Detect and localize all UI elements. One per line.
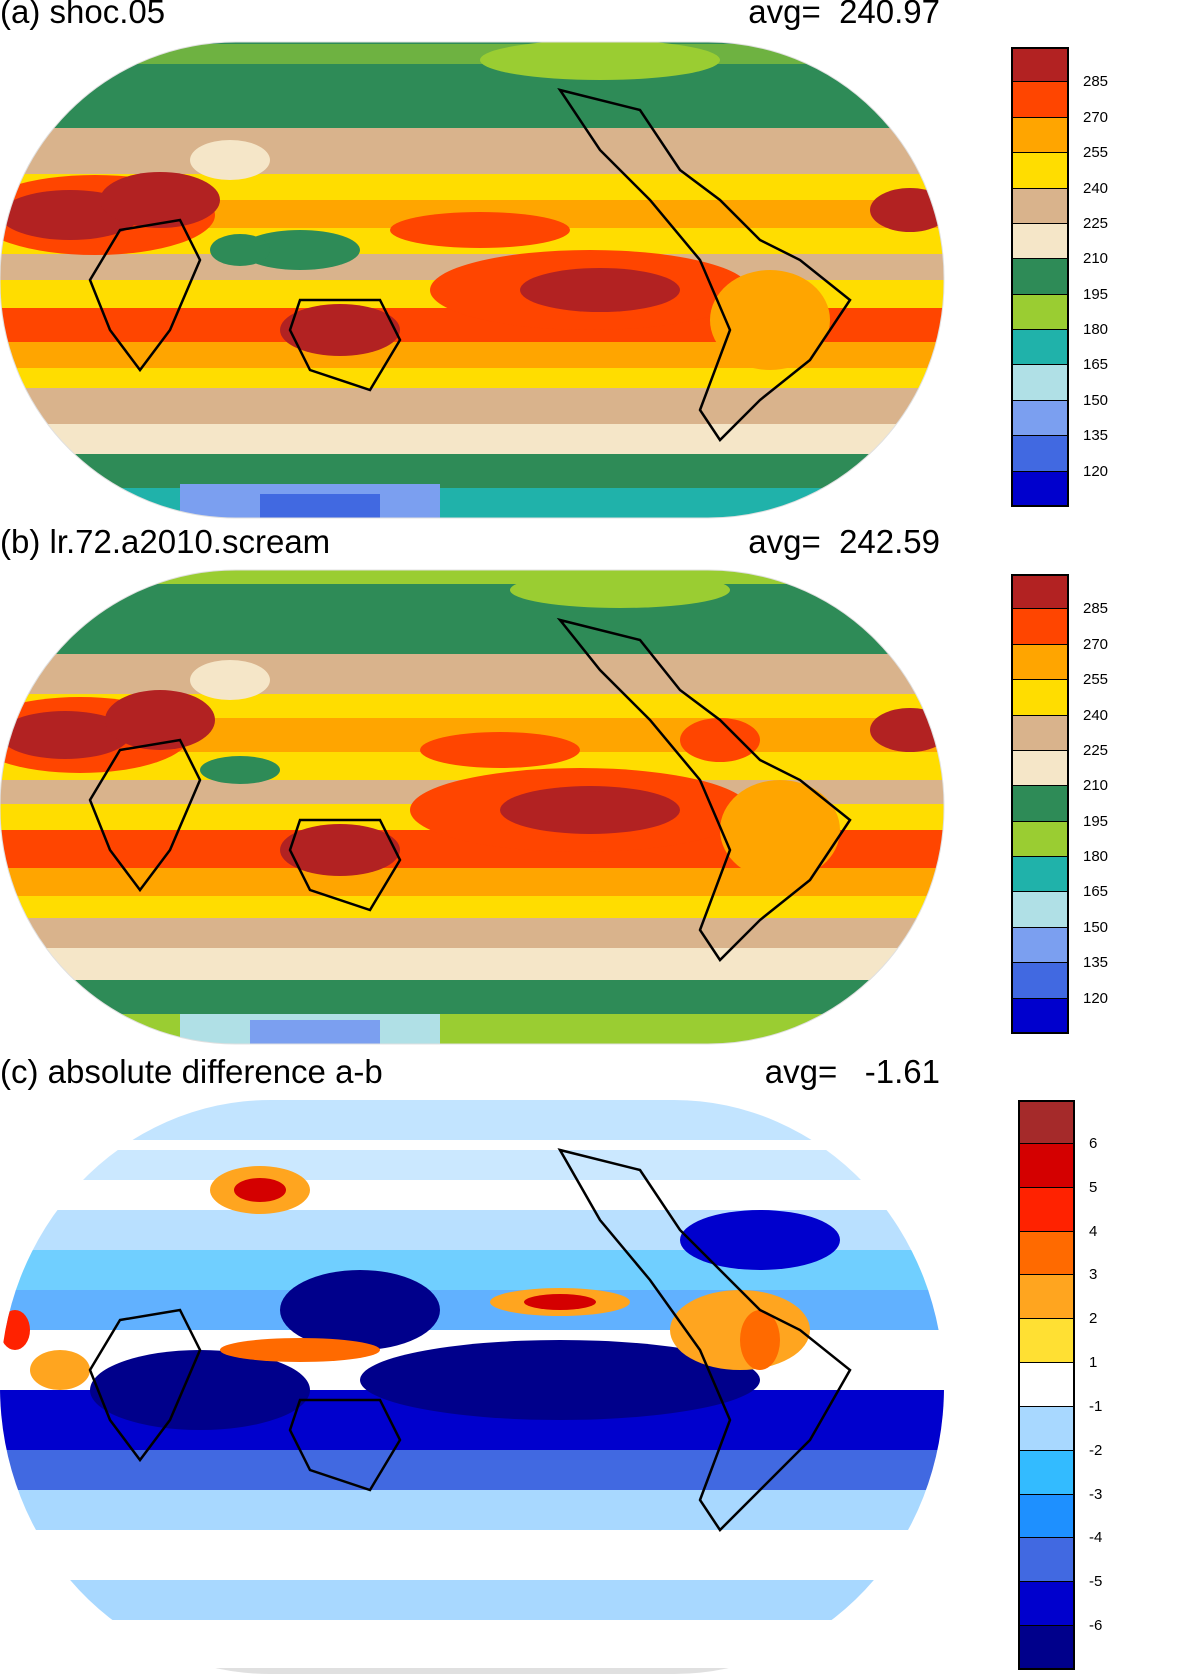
panel-average: avg= 242.59 bbox=[748, 523, 940, 560]
colorbar-swatch bbox=[1011, 436, 1069, 472]
colorbar-swatch bbox=[1011, 188, 1069, 224]
colorbar-swatch bbox=[1018, 1143, 1075, 1188]
colorbar-swatch bbox=[1011, 153, 1069, 189]
colorbar-swatch bbox=[1011, 330, 1069, 366]
colorbar-swatch bbox=[1011, 259, 1069, 295]
colorbar-tick-label: 120 bbox=[1083, 462, 1109, 480]
colorbar-swatch bbox=[1011, 365, 1069, 401]
colorbar-swatch bbox=[1011, 857, 1069, 893]
colorbar-swatch bbox=[1018, 1100, 1075, 1144]
colorbar-swatch bbox=[1011, 47, 1069, 83]
panel-c: (c) absolute difference a-b avg= -1.61 bbox=[0, 1053, 1188, 1677]
colorbar-tick-label: 120 bbox=[1083, 989, 1109, 1007]
colorbar-tick-label: -5 bbox=[1089, 1573, 1103, 1591]
colorbar-tick-label: 5 bbox=[1089, 1178, 1098, 1196]
colorbar-swatch bbox=[1011, 680, 1069, 716]
colorbar-tick-label: 285 bbox=[1083, 73, 1109, 91]
colorbar-swatch bbox=[1011, 82, 1069, 118]
colorbar-swatch bbox=[1011, 400, 1069, 437]
colorbar-tick-label: 2 bbox=[1089, 1310, 1098, 1328]
colorbar-swatch bbox=[1011, 963, 1069, 999]
colorbar-tick-label: 135 bbox=[1083, 954, 1109, 972]
colorbar-swatch bbox=[1011, 644, 1069, 681]
colorbar-tick-label: 255 bbox=[1083, 144, 1109, 162]
colorbar-swatch bbox=[1018, 1494, 1075, 1539]
colorbar-tick-label: -1 bbox=[1089, 1397, 1103, 1415]
colorbar-tick-label: 165 bbox=[1083, 356, 1109, 374]
colorbar-frame bbox=[1018, 1100, 1075, 1670]
colorbar-swatch bbox=[1011, 609, 1069, 645]
panel-average: avg= -1.61 bbox=[764, 1053, 940, 1090]
colorbar-tick-label: -3 bbox=[1089, 1485, 1103, 1503]
colorbar-tick-label: 3 bbox=[1089, 1266, 1098, 1284]
colorbar-swatch bbox=[1011, 892, 1069, 928]
colorbar-swatch bbox=[1018, 1231, 1075, 1276]
colorbar: 285 270 255 240 225 210 195 180 165 150 135 120 bbox=[1011, 47, 1108, 507]
colorbar-tick-label: 6 bbox=[1089, 1134, 1098, 1152]
colorbar-tick-label: 240 bbox=[1083, 179, 1109, 197]
colorbar-tick-label: 4 bbox=[1089, 1222, 1098, 1240]
colorbar-tick-label: -4 bbox=[1089, 1529, 1103, 1547]
panel-b: (b) lr.72.a2010.scream avg= 242.59 bbox=[0, 523, 1188, 1050]
colorbar-frame bbox=[1011, 574, 1069, 1034]
colorbar-swatch bbox=[1018, 1319, 1075, 1364]
colorbar-tick-label: 180 bbox=[1083, 848, 1109, 866]
colorbar-swatch bbox=[1011, 574, 1069, 610]
colorbar-tick-label: 270 bbox=[1083, 108, 1109, 126]
panel-a: (a) shoc.05 avg= 240.97 bbox=[0, 0, 1188, 520]
colorbar-tick-label: -6 bbox=[1089, 1617, 1103, 1635]
colorbar-swatch bbox=[1011, 786, 1069, 822]
world-map bbox=[0, 41, 945, 519]
colorbar-frame bbox=[1011, 47, 1069, 507]
colorbar: 6 5 4 3 2 1 -1 -2 -3 -4 -5 -6 bbox=[1018, 1100, 1102, 1670]
colorbar-swatch bbox=[1018, 1275, 1075, 1320]
colorbar-swatch bbox=[1018, 1626, 1075, 1670]
panel-title: (c) absolute difference a-b bbox=[0, 1053, 383, 1090]
colorbar-swatch bbox=[1011, 821, 1069, 858]
colorbar-tick-label: 150 bbox=[1083, 918, 1109, 936]
colorbar-tick-label: 270 bbox=[1083, 635, 1109, 653]
colorbar-swatch bbox=[1011, 750, 1069, 787]
colorbar-swatch bbox=[1011, 998, 1069, 1034]
colorbar-tick-label: 285 bbox=[1083, 600, 1109, 618]
colorbar-tick-label: 195 bbox=[1083, 812, 1109, 830]
colorbar-tick-label: 255 bbox=[1083, 671, 1109, 689]
colorbar-swatch bbox=[1018, 1406, 1075, 1451]
colorbar-swatch bbox=[1011, 927, 1069, 964]
colorbar-swatch bbox=[1011, 294, 1069, 331]
colorbar-swatch bbox=[1011, 715, 1069, 751]
colorbar-swatch bbox=[1018, 1538, 1075, 1583]
colorbar: 285 270 255 240 225 210 195 180 165 150 135 120 bbox=[1011, 574, 1108, 1034]
world-map bbox=[0, 569, 945, 1045]
colorbar-swatch bbox=[1018, 1582, 1075, 1627]
colorbar-tick-label: -2 bbox=[1089, 1441, 1103, 1459]
colorbar-tick-label: 1 bbox=[1089, 1354, 1098, 1372]
colorbar-tick-label: 210 bbox=[1083, 777, 1109, 795]
panel-title: (b) lr.72.a2010.scream bbox=[0, 523, 331, 560]
colorbar-swatch bbox=[1018, 1363, 1075, 1407]
panel-title: (a) shoc.05 bbox=[0, 0, 166, 30]
colorbar-tick-label: 180 bbox=[1083, 321, 1109, 339]
colorbar-tick-label: 225 bbox=[1083, 741, 1109, 759]
colorbar-swatch bbox=[1018, 1450, 1075, 1495]
colorbar-tick-label: 150 bbox=[1083, 391, 1109, 409]
world-map bbox=[0, 1100, 944, 1674]
colorbar-tick-label: 225 bbox=[1083, 214, 1109, 232]
colorbar-tick-label: 210 bbox=[1083, 250, 1109, 268]
colorbar-tick-label: 135 bbox=[1083, 427, 1109, 445]
colorbar-swatch bbox=[1011, 223, 1069, 260]
colorbar-tick-label: 165 bbox=[1083, 883, 1109, 901]
colorbar-swatch bbox=[1011, 117, 1069, 154]
panel-average: avg= 240.97 bbox=[748, 0, 940, 30]
colorbar-swatch bbox=[1018, 1187, 1075, 1232]
colorbar-tick-label: 240 bbox=[1083, 706, 1109, 724]
colorbar-tick-label: 195 bbox=[1083, 285, 1109, 303]
